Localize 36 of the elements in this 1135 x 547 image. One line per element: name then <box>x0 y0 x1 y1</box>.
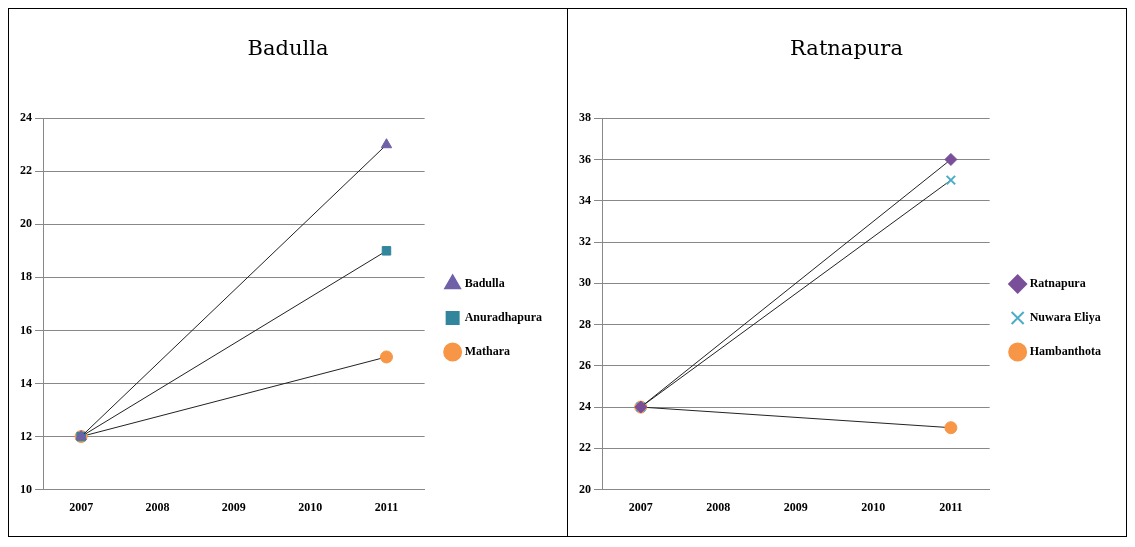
x-tick-label: 2009 <box>221 499 246 514</box>
x-tick-label: 2009 <box>783 499 808 514</box>
x-tick-label: 2010 <box>861 499 886 514</box>
y-tick-label: 30 <box>579 275 591 290</box>
x-tick-label: 2011 <box>939 499 963 514</box>
legend-label: Anuradhapura <box>464 310 543 325</box>
y-tick-label: 18 <box>20 269 32 284</box>
y-tick-label: 36 <box>579 151 591 166</box>
legend-label: Ratnapura <box>1029 276 1086 291</box>
y-tick-label: 28 <box>579 316 591 331</box>
x-tick-label: 2010 <box>298 499 323 514</box>
x-tick-label: 2007 <box>69 499 94 514</box>
y-tick-label: 10 <box>20 481 32 496</box>
y-tick-label: 20 <box>20 216 32 231</box>
y-tick-label: 20 <box>579 481 591 496</box>
y-tick-label: 22 <box>20 163 32 178</box>
y-tick-label: 12 <box>20 428 32 443</box>
y-tick-label: 14 <box>20 375 32 390</box>
x-tick-label: 2008 <box>706 499 731 514</box>
chart-title: Badulla <box>246 35 330 62</box>
x-tick-label: 2011 <box>374 499 399 514</box>
y-tick-label: 22 <box>579 440 591 455</box>
y-tick-label: 34 <box>579 192 591 207</box>
legend-label: Mathara <box>464 344 510 359</box>
x-tick-label: 2007 <box>628 499 653 514</box>
x-tick-label: 2008 <box>145 499 170 514</box>
chart-title: Ratnapura <box>789 35 904 62</box>
legend-label: Hambanthota <box>1029 344 1101 359</box>
legend-label: Nuwara Eliya <box>1029 310 1101 325</box>
y-tick-label: 38 <box>579 110 591 125</box>
y-tick-label: 32 <box>579 234 591 249</box>
y-tick-label: 16 <box>20 322 32 337</box>
y-tick-label: 24 <box>579 399 591 414</box>
y-tick-label: 24 <box>20 110 32 125</box>
legend-label: Badulla <box>464 276 505 291</box>
y-tick-label: 26 <box>579 357 591 372</box>
